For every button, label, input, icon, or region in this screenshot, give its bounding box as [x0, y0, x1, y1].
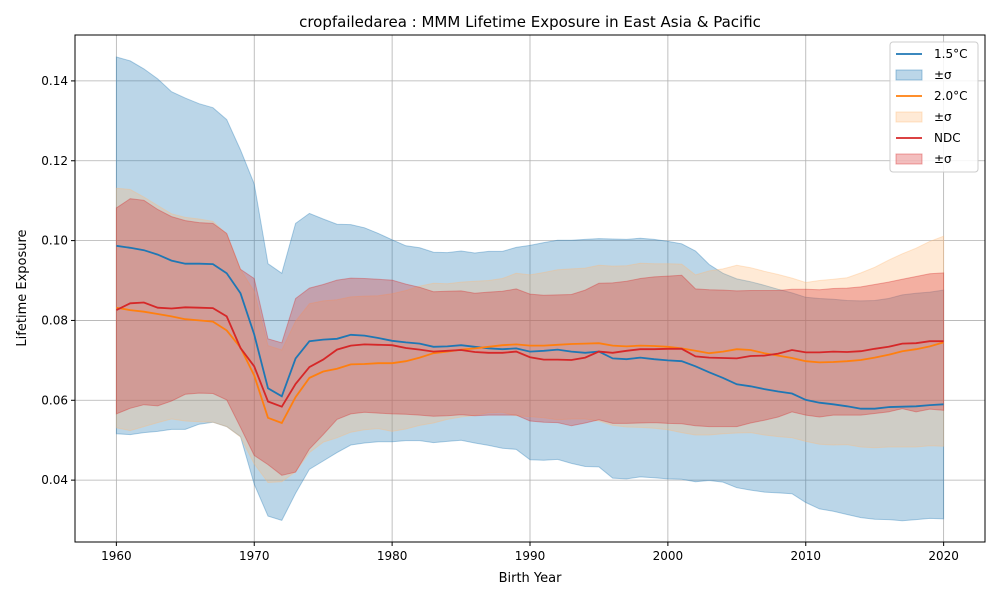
legend-swatch-band	[895, 153, 923, 165]
legend-label-ndc: NDC	[934, 131, 961, 145]
x-tick-label: 2020	[928, 549, 959, 563]
y-tick-label: 0.06	[41, 393, 68, 407]
y-axis-ticks: 0.04 0.06 0.08 0.10 0.12 0.14	[41, 74, 75, 487]
legend: 1.5°C ±σ 2.0°C ±σ NDC ±σ	[889, 41, 979, 173]
x-axis-label: Birth Year	[499, 571, 563, 586]
chart-title: cropfailedarea : MMM Lifetime Exposure i…	[299, 13, 761, 31]
legend-label-band: ±σ	[934, 152, 952, 166]
x-tick-label: 1990	[515, 549, 546, 563]
line-ndc	[116, 301, 944, 408]
legend-label-2-0-c: 2.0°C	[934, 89, 967, 103]
x-tick-label: 2010	[790, 549, 821, 563]
x-axis-ticks: 1960 1970 1980 1990 2000 2010 2020	[101, 542, 959, 563]
y-tick-label: 0.04	[41, 473, 68, 487]
y-tick-label: 0.14	[41, 74, 68, 88]
y-tick-label: 0.08	[41, 313, 68, 327]
legend-swatch-band	[895, 69, 923, 81]
legend-label-band: ±σ	[934, 110, 952, 124]
legend-label-band: ±σ	[934, 68, 952, 82]
y-axis-label: Lifetime Exposure	[15, 229, 30, 346]
legend-box	[889, 41, 979, 173]
band-ndc	[115, 198, 945, 476]
grid-lines	[75, 35, 985, 542]
x-tick-label: 1960	[101, 549, 132, 563]
x-tick-label: 2000	[653, 549, 684, 563]
band-2-0-c	[115, 187, 945, 484]
y-tick-label: 0.12	[41, 154, 68, 168]
line-1-5-c	[116, 244, 944, 410]
legend-swatch-band	[895, 111, 923, 123]
x-tick-label: 1980	[377, 549, 408, 563]
x-tick-label: 1970	[239, 549, 270, 563]
y-tick-label: 0.10	[41, 234, 68, 248]
line-2-0-c	[116, 306, 944, 425]
band-1-5-c	[115, 56, 945, 522]
series-lines	[116, 244, 944, 425]
legend-label-1-5-c: 1.5°C	[934, 47, 967, 61]
sigma-bands	[115, 56, 945, 522]
